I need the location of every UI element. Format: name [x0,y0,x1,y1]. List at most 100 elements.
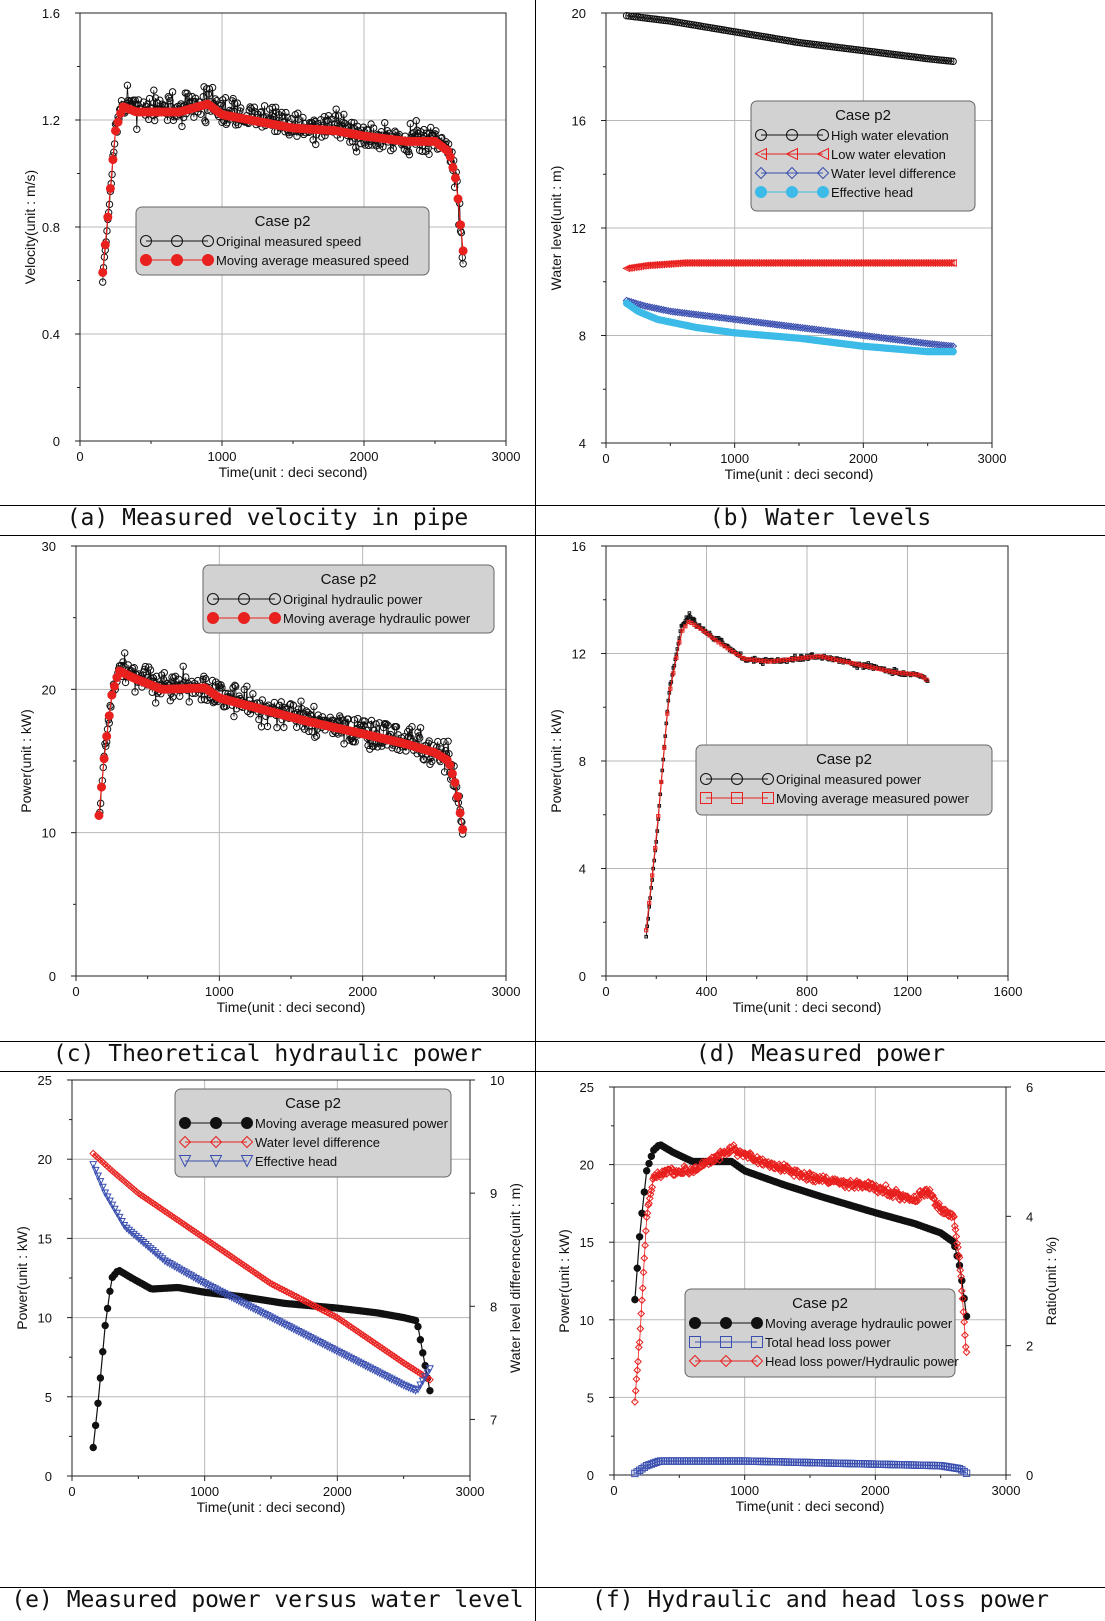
data-point [961,1331,969,1340]
data-point [367,120,375,128]
data-point [957,1286,966,1295]
data-point [687,310,696,318]
y-tick-label: 20 [38,1152,52,1167]
y-axis-title: Velocity(unit : m/s) [22,170,38,284]
data-point [954,1251,963,1260]
legend-title: Case p2 [255,213,311,230]
data-point [854,46,862,54]
data-point [856,46,865,54]
data-point [817,41,825,50]
x-tick-label: 3000 [978,451,1007,466]
data-point [101,1189,110,1198]
data-point [773,320,782,329]
data-point [642,1167,651,1175]
data-point [819,41,828,50]
data-point [856,331,865,340]
data-point [924,677,929,682]
caption-e: (e) Measured power versus water level [11,1587,524,1613]
data-point [692,617,697,622]
data-point [868,332,876,341]
legend-marker [755,186,767,198]
data-point [419,1349,427,1357]
legend-label: Low water elevation [831,147,946,162]
data-point [444,737,452,746]
data-point [675,308,684,317]
legend-marker [816,147,829,161]
data-point [103,1304,112,1313]
data-point [838,328,846,337]
data-point [665,711,670,716]
series-line [92,1153,431,1381]
data-point [217,99,225,108]
data-point [340,110,348,119]
data-point [905,337,914,346]
data-point [458,246,468,256]
data-point [378,742,386,750]
data-point [645,261,654,270]
data-point [955,1253,964,1262]
data-point [632,1375,641,1383]
data-point [893,335,902,344]
data-point [423,1369,432,1378]
data-point [738,316,747,325]
legend-label: Effective head [831,185,913,200]
data-point [948,258,957,267]
data-point [959,1308,968,1316]
data-point [432,127,440,135]
series-water-level-difference [89,1149,434,1384]
data-point [111,126,120,136]
data-point [687,611,692,615]
data-point [211,95,219,103]
data-point [659,260,668,269]
axis-ticks: 0 1000 2000 3000 4 8 12 16 20 [572,6,1007,466]
data-point [879,334,888,342]
data-point [647,261,656,270]
data-point [717,313,726,322]
data-point [144,1243,153,1252]
series-moving-average-measured-power [89,1267,434,1452]
data-point [99,1348,107,1356]
y-axis-title: Power(unit : kW) [14,1226,30,1329]
series-effective-head [89,1161,434,1395]
y2-tick-label: 10 [490,1073,504,1088]
data-point [847,330,856,338]
data-point [311,733,319,742]
legend-marker [238,612,250,624]
data-point [190,113,198,121]
data-point [684,615,689,619]
data-point [110,1205,119,1214]
data-point [701,628,706,633]
data-point [849,45,858,54]
data-point [131,96,139,104]
data-point [682,309,691,318]
legend-marker [751,1336,763,1348]
data-point [148,1247,157,1256]
data-point [633,1264,641,1272]
data-point [103,1193,112,1202]
data-point [652,15,661,24]
data-point [297,697,305,705]
data-point [847,45,855,53]
data-point [654,260,663,269]
data-point [459,260,467,268]
data-point [817,326,826,335]
data-point [166,696,175,705]
data-point [168,88,177,96]
data-point [636,13,645,22]
data-point [652,304,661,313]
legend: Case p2 High water elevation Low water ele… [750,100,976,212]
data-point [379,142,387,151]
data-point [782,321,791,330]
data-point [919,339,927,347]
legend: Case p2 Moving average hydraulic power Tot… [684,1288,959,1378]
panel-a: 0 1000 2000 3000 0 0.4 0.8 1.2 1.6 Time(unit : de… [0,0,535,535]
chart-a: 0 1000 2000 3000 0 0.4 0.8 1.2 1.6 Time(unit : de… [22,6,520,480]
data-point [411,1316,420,1325]
data-point [392,723,401,731]
data-point [631,1386,640,1395]
data-point [456,220,466,230]
data-point [664,17,672,25]
grid-divider-vertical [535,0,536,1621]
data-point [643,14,652,22]
data-point [218,684,226,692]
